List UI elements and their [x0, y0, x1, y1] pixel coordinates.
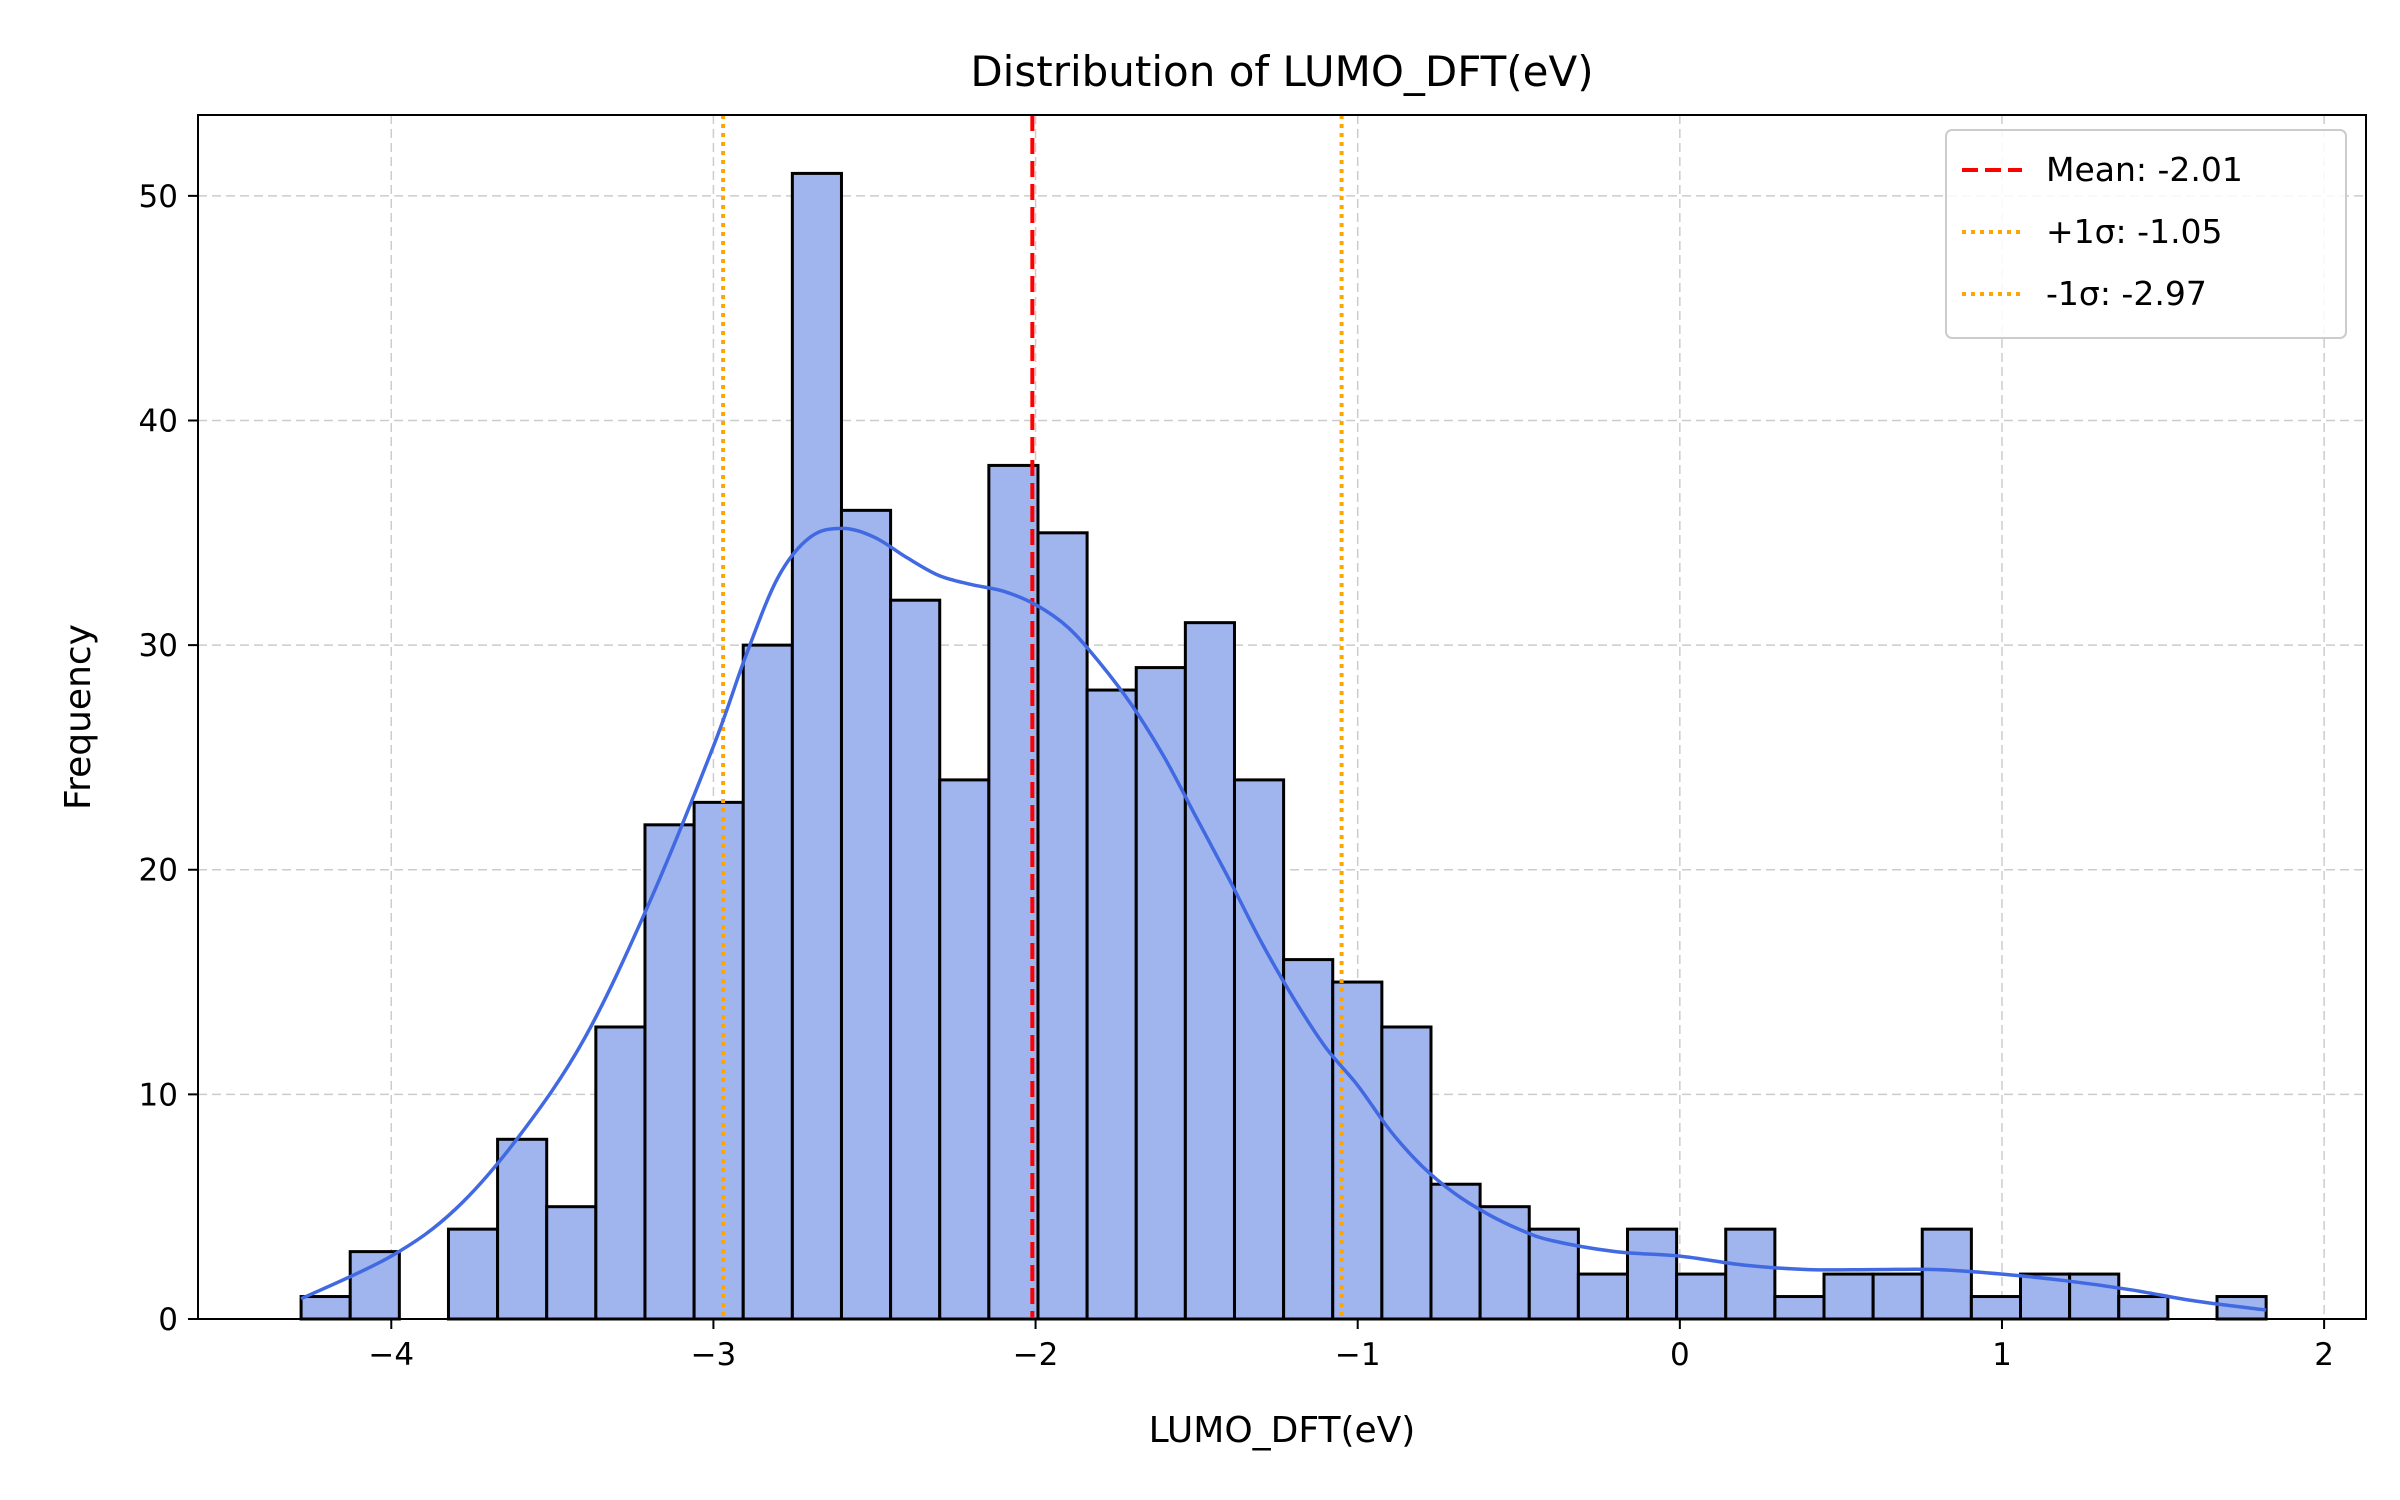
histogram-bar: [1036, 531, 1089, 1321]
y-tick-label: 30: [139, 628, 178, 664]
histogram-bar: [790, 171, 843, 1321]
x-tick-label: 0: [1670, 1337, 1690, 1373]
histogram-bar: [1134, 666, 1187, 1321]
histogram-bar: [1085, 688, 1138, 1321]
x-tick-label: 1: [1992, 1337, 2012, 1373]
histogram-bar: [1183, 621, 1236, 1321]
histogram-bar: [1625, 1227, 1679, 1321]
kde-curve-group: [300, 526, 2267, 1312]
histogram-bar: [594, 1025, 647, 1321]
x-tick-label: −1: [1335, 1337, 1381, 1373]
histogram-bar: [496, 1137, 549, 1321]
histogram-bar: [446, 1227, 500, 1321]
histogram-bar: [938, 778, 991, 1321]
legend: Mean: -2.01 +1σ: -1.05 -1σ: -2.97: [1945, 129, 2347, 339]
histogram-bar: [1576, 1272, 1629, 1321]
legend-label: Mean: -2.01: [2046, 150, 2243, 189]
histogram-bar: [1232, 778, 1286, 1321]
y-tick-label: 20: [139, 853, 178, 889]
histogram-bar: [889, 598, 942, 1321]
chart-title: Distribution of LUMO_DFT(eV): [970, 47, 1593, 96]
histogram-bar: [348, 1250, 401, 1321]
reference-lines: [721, 115, 1344, 1319]
x-tick-label: 2: [2314, 1337, 2334, 1373]
x-tick-label: −2: [1013, 1337, 1059, 1373]
y-axis-label: Frequency: [58, 624, 99, 810]
histogram-bar: [299, 1295, 352, 1321]
histogram-bar: [1969, 1295, 2023, 1321]
histogram-bar: [1724, 1227, 1777, 1321]
y-tick-label: 0: [158, 1302, 178, 1338]
y-tick-label: 40: [139, 403, 178, 439]
legend-label: -1σ: -2.97: [2046, 274, 2207, 313]
histogram-bar: [1429, 1182, 1482, 1321]
plot-frame: [197, 114, 2367, 1320]
x-tick-label: −3: [691, 1337, 737, 1373]
histogram-bar: [1773, 1295, 1826, 1321]
legend-label: +1σ: -1.05: [2046, 212, 2223, 251]
x-axis-label: LUMO_DFT(eV): [1149, 1410, 1416, 1451]
histogram-bar: [1822, 1272, 1875, 1321]
y-tick-label: 10: [139, 1077, 178, 1113]
x-tick-label: −4: [368, 1337, 414, 1373]
histogram-bar: [839, 508, 893, 1321]
histogram-bar: [692, 800, 745, 1321]
kde-curve: [300, 526, 2267, 1312]
histogram-bar: [1380, 1025, 1433, 1321]
legend-box: [1945, 129, 2347, 339]
histogram-bar: [741, 643, 794, 1321]
histogram-bar: [1871, 1272, 1924, 1321]
histogram-bar: [643, 823, 696, 1321]
y-tick-label: 50: [139, 179, 178, 215]
histogram-bar: [545, 1205, 598, 1321]
histogram-bar: [1920, 1227, 1973, 1321]
histogram-bar: [2117, 1295, 2170, 1321]
histogram-bars: [299, 171, 2268, 1321]
histogram-bar: [1282, 958, 1335, 1321]
histogram-bar: [1675, 1272, 1728, 1321]
